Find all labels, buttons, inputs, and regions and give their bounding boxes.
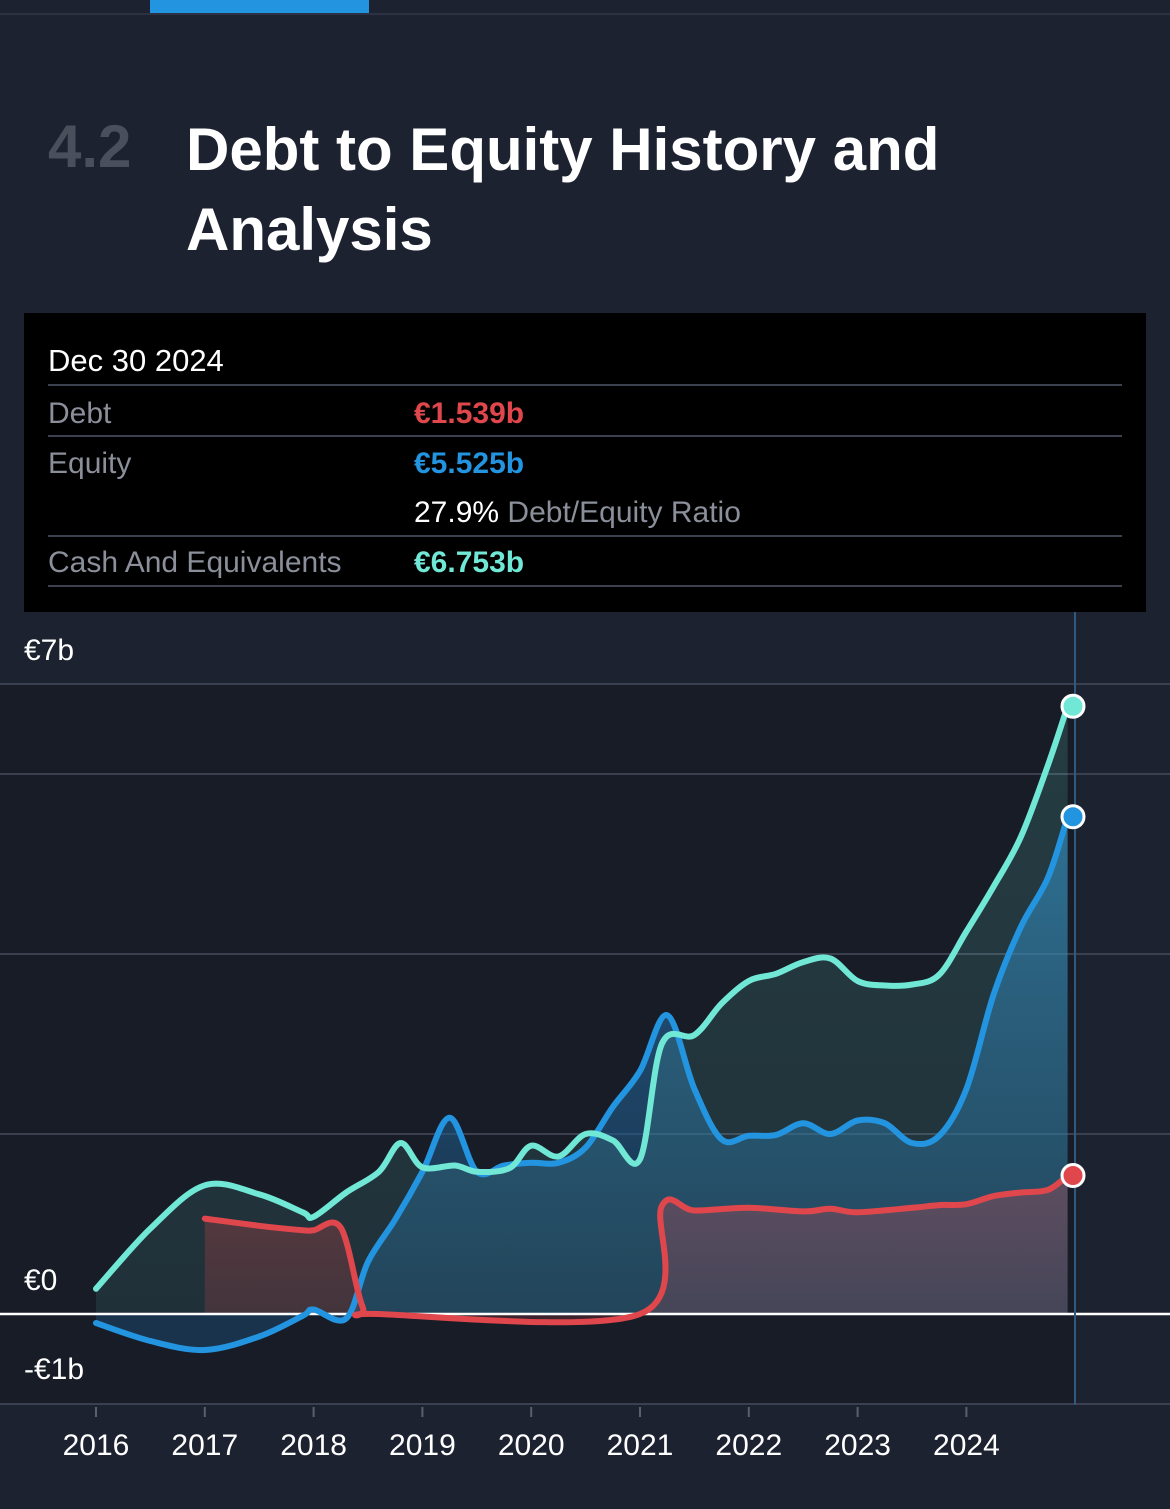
x-tick-label: 2020 <box>498 1429 565 1462</box>
equity-line <box>93 813 1071 1354</box>
active-tab-indicator[interactable] <box>150 0 369 13</box>
y-axis: €7b €0 -€1b <box>24 634 84 1386</box>
cash-end-point <box>1060 693 1086 719</box>
tooltip-ratio: 27.9% Debt/Equity Ratio <box>414 496 741 530</box>
tooltip-equity-label: Equity <box>48 447 132 480</box>
tooltip-cash-value: €6.753b <box>414 546 525 579</box>
section-number: 4.2 <box>48 113 132 180</box>
tooltip-ratio-label: Debt/Equity Ratio <box>507 496 741 529</box>
tooltip-cash-label: Cash And Equivalents <box>48 546 342 579</box>
series-lines <box>0 703 1170 1354</box>
tooltip-equity-value: €5.525b <box>414 447 525 480</box>
x-tick-label: 2016 <box>63 1429 130 1462</box>
y-tick-label: €7b <box>24 634 74 667</box>
series-end-markers <box>1060 693 1086 1188</box>
y-tick-label: -€1b <box>24 1353 84 1386</box>
tooltip-divider <box>48 535 1122 537</box>
x-tick-label: 2022 <box>715 1429 782 1462</box>
equity-end-point <box>1060 804 1086 830</box>
cash-area <box>96 706 1068 1314</box>
tooltip-debt-value: €1.539b <box>414 397 525 430</box>
tooltip-divider <box>48 435 1122 437</box>
debt-line <box>201 1172 1071 1326</box>
tooltip-ratio-value: 27.9% <box>414 496 500 529</box>
x-tick-label: 2024 <box>933 1429 1000 1462</box>
tooltip-divider <box>48 585 1122 587</box>
x-tick-label: 2023 <box>824 1429 891 1462</box>
section-title: Debt to Equity History and Analysis <box>186 116 940 263</box>
y-tick-label: €0 <box>24 1264 57 1297</box>
debt-equity-chart[interactable]: €7b€0-€1b 2016 2017 2018 2019 2020 2021 2022 20… <box>0 612 1170 1509</box>
tooltip-date: Dec 30 2024 <box>48 343 224 378</box>
x-axis: 2016 2017 2018 2019 2020 2021 2022 2023 2024 <box>63 1407 1000 1462</box>
debt-end-point <box>1060 1162 1086 1188</box>
tooltip-divider <box>48 384 1122 386</box>
tab-bar-rule <box>0 13 1170 15</box>
cash-line <box>93 703 1071 1292</box>
x-tick-label: 2018 <box>280 1429 347 1462</box>
x-tick-label: 2019 <box>389 1429 456 1462</box>
tooltip-debt-label: Debt <box>48 397 112 430</box>
x-tick-label: 2017 <box>171 1429 238 1462</box>
chart-tooltip: Dec 30 2024 Debt €1.539b Equity €5.525b … <box>24 313 1146 612</box>
x-tick-label: 2021 <box>607 1429 674 1462</box>
